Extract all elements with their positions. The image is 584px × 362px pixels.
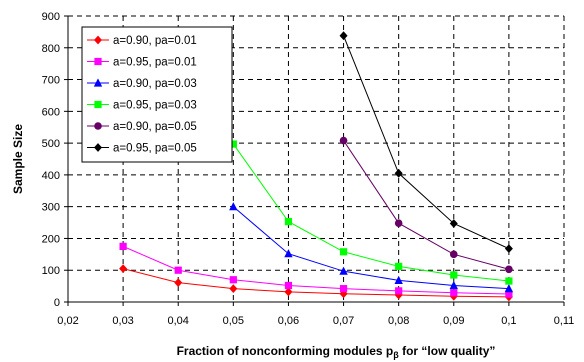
y-tick-label: 400 — [42, 170, 60, 182]
legend-marker — [94, 122, 102, 130]
data-point — [119, 242, 127, 250]
x-axis-title: Fraction of nonconforming modules pβ for… — [177, 344, 496, 360]
series-line — [343, 140, 510, 270]
y-tick-label: 300 — [42, 202, 60, 214]
series-1 — [119, 242, 513, 298]
data-point — [394, 275, 403, 284]
data-point — [284, 287, 293, 297]
data-point — [284, 249, 293, 258]
x-tick-label: 0,06 — [278, 315, 299, 327]
x-tick-label: 0,05 — [223, 315, 244, 327]
y-axis-title: Sample Size — [11, 124, 25, 194]
series-line — [232, 143, 509, 282]
data-point — [449, 250, 458, 259]
data-point — [505, 277, 513, 285]
legend-label: a=0.90, pa=0.03 — [113, 78, 197, 90]
x-tick-label: 0,04 — [168, 315, 189, 327]
data-point — [339, 248, 348, 256]
data-point — [229, 276, 237, 284]
legend-label: a=0.95, pa=0.03 — [113, 100, 197, 112]
data-point — [449, 219, 458, 228]
data-point — [174, 266, 182, 274]
series-3 — [229, 140, 513, 285]
data-point — [505, 290, 513, 298]
series-line — [343, 35, 510, 250]
data-point — [339, 266, 348, 275]
legend-label: a=0.90, pa=0.01 — [113, 35, 197, 47]
y-tick-label: 600 — [42, 106, 60, 118]
data-point — [229, 202, 238, 211]
y-tick-label: 500 — [42, 138, 60, 150]
y-tick-label: 0 — [54, 297, 60, 309]
y-tick-labels: 0 100 200 300 400 500 600 700 800 900 — [42, 11, 60, 309]
legend-marker — [94, 57, 102, 66]
legend-marker — [94, 35, 102, 45]
data-point — [229, 284, 238, 294]
y-tick-label: 900 — [42, 11, 60, 23]
y-tick-label: 700 — [42, 75, 60, 87]
data-point — [450, 271, 458, 279]
grid — [68, 15, 565, 302]
data-point — [504, 244, 513, 254]
x-tick-label: 0,03 — [112, 315, 133, 327]
data-point — [394, 168, 403, 178]
series-line — [233, 206, 509, 290]
data-point — [504, 284, 514, 293]
data-point — [395, 287, 403, 295]
data-point — [505, 265, 513, 274]
y-tick-label: 800 — [42, 43, 60, 55]
x-tick-label: 0,11 — [554, 315, 575, 327]
data-point — [229, 140, 237, 148]
series-5 — [339, 31, 513, 254]
data-point — [339, 31, 348, 41]
series-line — [122, 268, 509, 298]
data-point — [339, 285, 348, 293]
series-line — [122, 245, 509, 295]
legend-marker — [93, 78, 103, 87]
data-point — [119, 264, 128, 274]
legend-label: a=0.95, pa=0.01 — [113, 57, 197, 69]
x-axis-title-main: Fraction of nonconforming modules p — [177, 344, 394, 358]
x-tick-label: 0,02 — [57, 315, 78, 327]
x-tick-label: 0,08 — [388, 315, 409, 327]
data-point — [395, 262, 403, 271]
y-tick-label: 200 — [42, 233, 60, 245]
legend: a=0.90, pa=0.01 a=0.95, pa=0.01 a=0.90, pa… — [81, 26, 233, 163]
x-axis-title-tail: for “low quality” — [399, 344, 496, 358]
data-point — [449, 280, 458, 290]
data-point — [339, 136, 348, 145]
legend-box — [81, 26, 233, 163]
x-tick-label: 0,09 — [443, 315, 464, 327]
data-point — [284, 218, 293, 226]
legend-marker — [94, 143, 102, 152]
axes — [64, 15, 565, 306]
data-point — [450, 289, 458, 297]
data-point — [174, 278, 183, 288]
series-group — [119, 31, 514, 302]
series-2 — [229, 202, 514, 293]
series-4 — [339, 136, 513, 274]
x-tick-labels: 0,02 0,03 0,04 0,05 0,06 0,07 0,08 0,09 0,1 0,11 — [57, 315, 574, 327]
legend-label: a=0.95, pa=0.05 — [113, 143, 197, 155]
x-axis-title-subscript: β — [393, 350, 399, 360]
legend-marker — [94, 100, 102, 109]
y-tick-label: 100 — [42, 265, 60, 277]
x-tick-label: 0,07 — [333, 315, 354, 327]
legend-label: a=0.90, pa=0.05 — [113, 121, 197, 133]
data-point — [284, 281, 293, 290]
data-point — [394, 219, 403, 227]
x-tick-label: 0,1 — [501, 315, 516, 327]
